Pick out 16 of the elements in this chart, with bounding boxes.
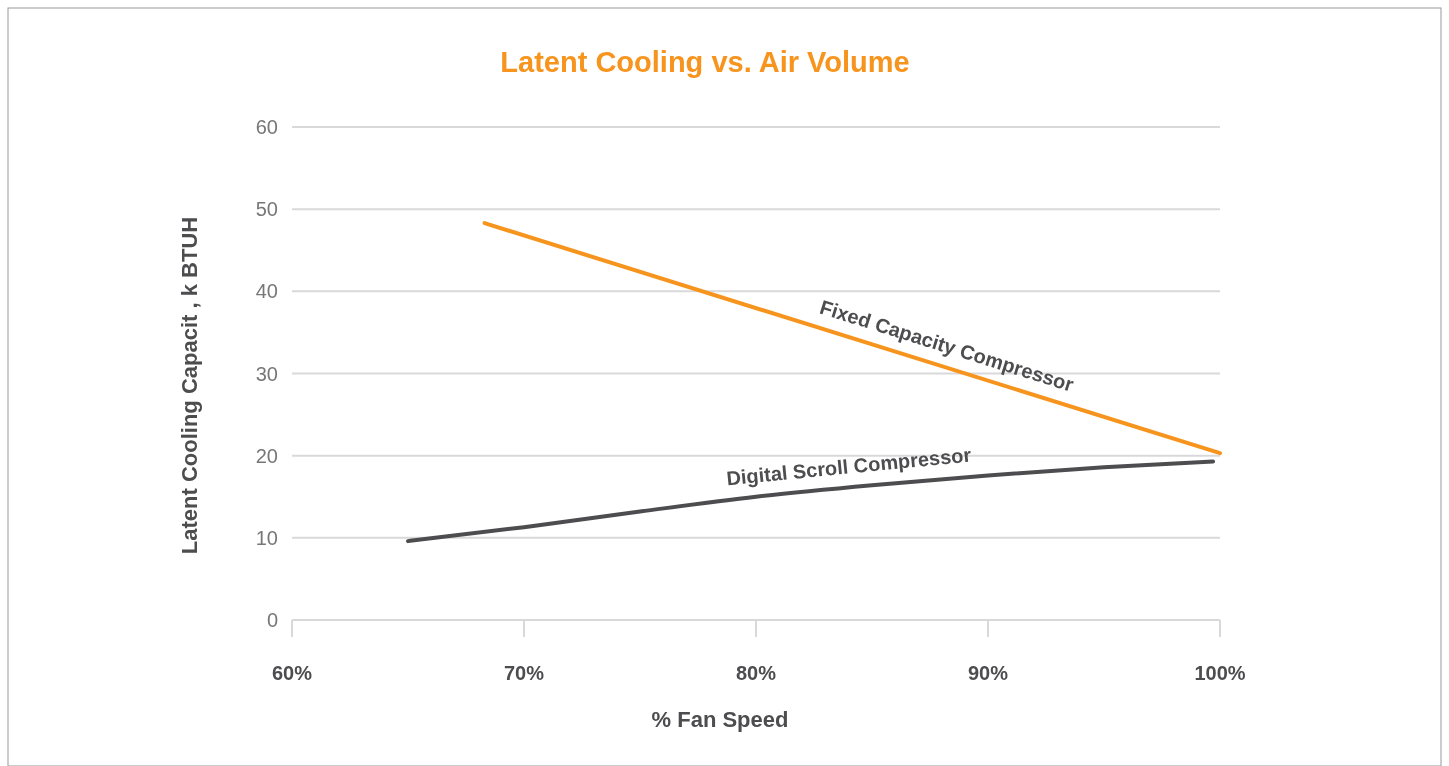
x-tick-label: 70% xyxy=(503,662,545,684)
y-tick-label: 30 xyxy=(255,362,278,385)
x-tick-label: 80% xyxy=(735,662,777,684)
y-tick-label: 0 xyxy=(266,609,278,631)
x-axis-title: % Fan Speed xyxy=(651,707,789,732)
text: Digital Scroll Compressor xyxy=(725,443,973,490)
x-tick-label: 60% xyxy=(271,662,313,684)
y-tick-label: 20 xyxy=(255,444,278,467)
y-tick-label: 10 xyxy=(255,526,278,549)
y-tick-label: 40 xyxy=(255,280,278,303)
y-tick-label: 50 xyxy=(255,198,278,221)
chart-title: Latent Cooling vs. Air Volume xyxy=(500,46,910,78)
y-axis-title: Latent Cooling Capacit , k BTUH xyxy=(177,216,202,555)
x-tick-label: 90% xyxy=(967,662,1009,684)
x-tick-label: 100% xyxy=(1194,662,1246,684)
y-tick-label: 60 xyxy=(255,116,278,138)
